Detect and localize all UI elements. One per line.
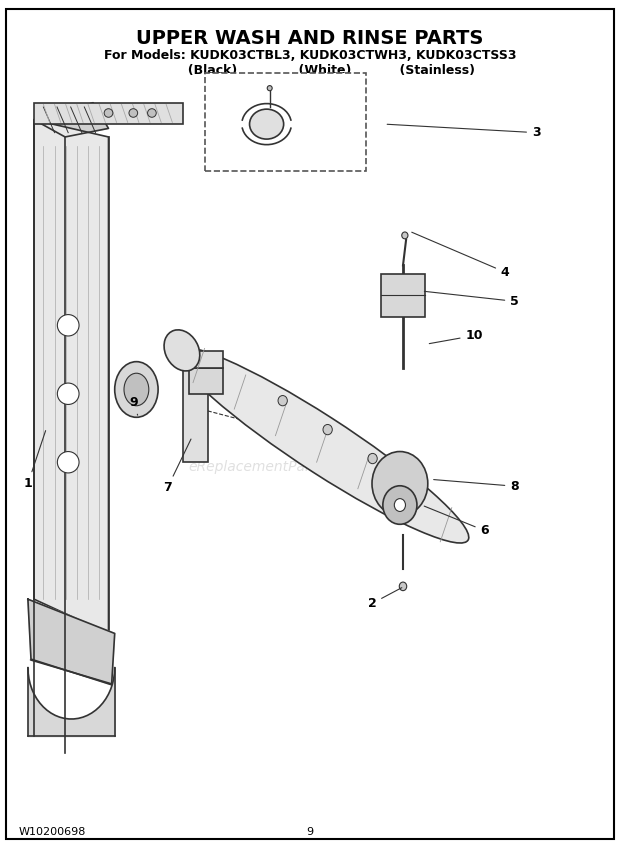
Text: 2: 2 [368, 588, 402, 610]
Bar [34, 103, 183, 124]
Bar [205, 73, 366, 171]
Ellipse shape [148, 109, 156, 117]
Text: 5: 5 [424, 291, 519, 308]
Text: 9: 9 [129, 395, 138, 415]
Ellipse shape [57, 314, 79, 336]
Ellipse shape [368, 454, 377, 464]
Text: 4: 4 [412, 232, 510, 279]
Ellipse shape [249, 109, 284, 140]
Text: 6: 6 [424, 506, 489, 538]
Ellipse shape [267, 86, 272, 91]
Ellipse shape [383, 486, 417, 524]
Ellipse shape [104, 109, 113, 117]
Text: eReplacementParts.com: eReplacementParts.com [188, 460, 358, 473]
Text: 8: 8 [433, 479, 519, 493]
Ellipse shape [115, 361, 158, 417]
Ellipse shape [402, 232, 408, 239]
Ellipse shape [164, 330, 200, 371]
Bar [381, 274, 425, 317]
Bar [183, 360, 208, 462]
FancyArrowPatch shape [30, 660, 112, 684]
Polygon shape [34, 103, 108, 137]
Ellipse shape [124, 373, 149, 406]
Text: 7: 7 [163, 439, 191, 495]
Bar [186, 351, 223, 368]
Text: W10200698: W10200698 [19, 827, 86, 837]
Bar [189, 368, 223, 394]
Polygon shape [34, 120, 108, 633]
Ellipse shape [176, 348, 469, 543]
Text: 1: 1 [24, 431, 46, 490]
Ellipse shape [394, 498, 405, 512]
Text: 9: 9 [306, 827, 314, 837]
Text: For Models: KUDK03CTBL3, KUDK03CTWH3, KUDK03CTSS3: For Models: KUDK03CTBL3, KUDK03CTWH3, KU… [104, 49, 516, 62]
Text: (Black)              (White)           (Stainless): (Black) (White) (Stainless) [144, 63, 476, 77]
Ellipse shape [57, 383, 79, 405]
Ellipse shape [278, 395, 287, 406]
Text: 3: 3 [387, 124, 541, 140]
Polygon shape [28, 599, 115, 685]
Ellipse shape [57, 452, 79, 473]
Ellipse shape [129, 109, 138, 117]
Ellipse shape [399, 582, 407, 591]
Ellipse shape [372, 452, 428, 515]
Ellipse shape [323, 425, 332, 435]
Text: UPPER WASH AND RINSE PARTS: UPPER WASH AND RINSE PARTS [136, 29, 484, 48]
Text: 10: 10 [429, 329, 483, 343]
